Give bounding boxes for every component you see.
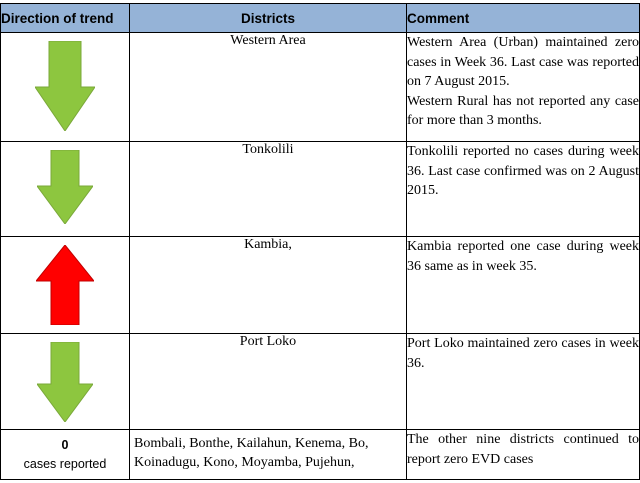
zero-cases-text: cases reported	[23, 457, 107, 471]
green-down-arrow-icon	[37, 150, 93, 224]
district-name: Western Area	[129, 32, 407, 142]
table-row: Western Area Western Area (Urban) mainta…	[0, 32, 640, 142]
trend-cell	[0, 141, 130, 237]
green-down-arrow-icon	[35, 41, 95, 131]
comment-text: The other nine districts continued to re…	[406, 429, 640, 480]
table-row: Kambia, Kambia reported one case during …	[0, 236, 640, 334]
header-comment: Comment	[406, 3, 640, 33]
header-districts: Districts	[129, 3, 407, 33]
table-row: Port Loko Port Loko maintained zero case…	[0, 333, 640, 430]
table-row: 0 cases reported Bombali, Bonthe, Kailah…	[0, 429, 640, 480]
comment-text: Western Rural has not reported any case …	[407, 93, 639, 129]
district-name: Port Loko	[129, 333, 407, 430]
trend-cell	[0, 236, 130, 334]
comment-text: Kambia reported one case during week 36 …	[406, 236, 640, 334]
trend-cell	[0, 32, 130, 142]
comment-cell: Western Area (Urban) maintained zero cas…	[406, 32, 640, 142]
trend-table: Direction of trend Districts Comment Wes…	[0, 3, 640, 480]
comment-text: Western Area (Urban) maintained zero cas…	[407, 35, 639, 89]
comment-text: Tonkolili reported no cases during week …	[406, 141, 640, 237]
district-name: Tonkolili	[129, 141, 407, 237]
table-row: Tonkolili Tonkolili reported no cases du…	[0, 141, 640, 237]
district-list: Bombali, Bonthe, Kailahun, Kenema, Bo, K…	[129, 429, 407, 480]
zero-cases-label: 0 cases reported	[1, 430, 129, 474]
trend-cell	[0, 333, 130, 430]
red-up-arrow-icon	[36, 245, 94, 325]
trend-cell: 0 cases reported	[0, 429, 130, 480]
comment-text: Port Loko maintained zero cases in week …	[406, 333, 640, 430]
zero-count: 0	[61, 438, 69, 452]
green-down-arrow-icon	[37, 342, 93, 422]
header-direction: Direction of trend	[0, 3, 130, 33]
header-row: Direction of trend Districts Comment	[0, 3, 640, 33]
district-name: Kambia,	[129, 236, 407, 334]
